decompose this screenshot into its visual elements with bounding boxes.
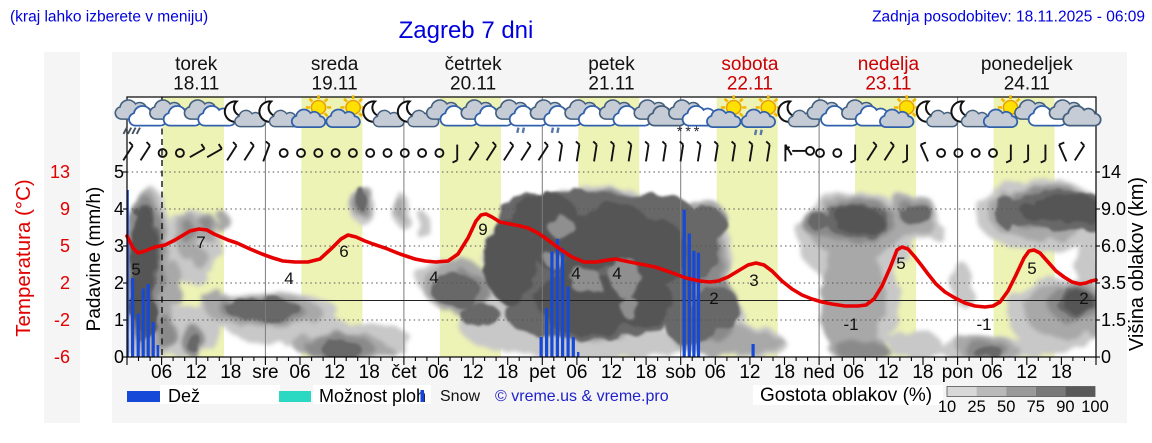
svg-text:2: 2 xyxy=(114,273,124,293)
svg-text:12: 12 xyxy=(739,362,760,383)
svg-text:3: 3 xyxy=(749,271,758,290)
svg-text:2: 2 xyxy=(1079,289,1088,308)
svg-text:nedelja: nedelja xyxy=(858,54,920,75)
svg-text:1: 1 xyxy=(114,310,124,330)
svg-text:06: 06 xyxy=(289,362,310,383)
svg-text:19.11: 19.11 xyxy=(312,74,358,95)
svg-text:10: 10 xyxy=(938,398,956,416)
svg-text:0: 0 xyxy=(114,347,124,367)
svg-text:9: 9 xyxy=(478,220,487,239)
svg-text:06: 06 xyxy=(843,362,864,383)
svg-text:3.5: 3.5 xyxy=(1101,273,1126,293)
svg-text:Višina oblakov (km): Višina oblakov (km) xyxy=(1126,177,1148,351)
svg-text:Možnost ploh: Možnost ploh xyxy=(319,386,426,406)
svg-text:18: 18 xyxy=(220,362,241,383)
svg-text:4: 4 xyxy=(612,264,621,283)
svg-text:9.0: 9.0 xyxy=(1101,199,1126,219)
svg-text:25: 25 xyxy=(967,398,985,416)
svg-text:5: 5 xyxy=(114,162,124,182)
svg-text:pet: pet xyxy=(529,362,556,383)
svg-text:7: 7 xyxy=(196,233,205,252)
svg-text:12: 12 xyxy=(463,362,484,383)
svg-text:3: 3 xyxy=(114,236,124,256)
svg-text:-2: -2 xyxy=(54,310,70,330)
svg-text:06: 06 xyxy=(566,362,587,383)
svg-text:20.11: 20.11 xyxy=(450,74,496,95)
svg-text:75: 75 xyxy=(1027,398,1045,416)
svg-text:18: 18 xyxy=(774,362,795,383)
svg-text:50: 50 xyxy=(997,398,1015,416)
svg-text:sre: sre xyxy=(252,362,278,383)
svg-text:18: 18 xyxy=(359,362,380,383)
svg-text:Dež: Dež xyxy=(168,386,200,406)
svg-text:sreda: sreda xyxy=(311,54,359,75)
svg-text:12: 12 xyxy=(878,362,899,383)
svg-text:13: 13 xyxy=(50,162,70,182)
svg-text:18: 18 xyxy=(636,362,657,383)
svg-text:4: 4 xyxy=(114,199,124,219)
svg-text:5: 5 xyxy=(131,260,140,279)
svg-text:Padavine (mm/h): Padavine (mm/h) xyxy=(84,187,105,332)
svg-text:18: 18 xyxy=(497,362,518,383)
svg-text:06: 06 xyxy=(982,362,1003,383)
svg-text:22.11: 22.11 xyxy=(727,74,773,95)
svg-text:sobota: sobota xyxy=(721,54,778,75)
svg-text:Gostota oblakov (%): Gostota oblakov (%) xyxy=(760,385,932,406)
svg-text:23.11: 23.11 xyxy=(865,74,911,95)
svg-text:ned: ned xyxy=(803,362,835,383)
svg-text:6: 6 xyxy=(339,242,348,261)
svg-text:Temperatura (°C): Temperatura (°C) xyxy=(12,179,35,336)
svg-text:12: 12 xyxy=(324,362,345,383)
svg-text:5: 5 xyxy=(896,254,905,273)
svg-text:21.11: 21.11 xyxy=(588,74,634,95)
svg-text:Zagreb 7 dni: Zagreb 7 dni xyxy=(399,17,534,44)
svg-text:14: 14 xyxy=(1101,162,1121,182)
svg-text:-1: -1 xyxy=(843,315,858,334)
svg-text:2: 2 xyxy=(709,289,718,308)
svg-text:© vreme.us & vreme.pro: © vreme.us & vreme.pro xyxy=(495,388,669,405)
svg-text:4: 4 xyxy=(429,268,438,287)
svg-text:12: 12 xyxy=(1016,362,1037,383)
svg-text:Zadnja posodobitev: 18.11.2025: Zadnja posodobitev: 18.11.2025 - 06:09 xyxy=(872,9,1145,26)
svg-text:18: 18 xyxy=(912,362,933,383)
svg-text:06: 06 xyxy=(151,362,172,383)
svg-text:-1: -1 xyxy=(976,315,991,334)
svg-text:4: 4 xyxy=(571,264,580,283)
svg-text:24.11: 24.11 xyxy=(1004,74,1050,95)
svg-text:2: 2 xyxy=(60,273,70,293)
svg-text:5: 5 xyxy=(60,236,70,256)
svg-text:4: 4 xyxy=(284,269,293,288)
svg-text:12: 12 xyxy=(186,362,207,383)
svg-text:pon: pon xyxy=(942,362,974,383)
svg-text:-6: -6 xyxy=(54,347,70,367)
svg-text:čet: čet xyxy=(391,362,417,383)
svg-text:18: 18 xyxy=(1051,362,1072,383)
svg-text:petek: petek xyxy=(588,54,635,75)
svg-text:0: 0 xyxy=(1101,347,1111,367)
svg-text:12: 12 xyxy=(601,362,622,383)
svg-text:Snow: Snow xyxy=(440,388,480,405)
svg-text:* * *: * * * xyxy=(677,123,700,139)
svg-text:18.11: 18.11 xyxy=(173,74,219,95)
svg-text:1.5: 1.5 xyxy=(1101,310,1126,330)
svg-text:5: 5 xyxy=(1027,259,1036,278)
svg-text:90: 90 xyxy=(1056,398,1074,416)
svg-text:6.0: 6.0 xyxy=(1101,236,1126,256)
svg-text:(kraj lahko izberete v meniju): (kraj lahko izberete v meniju) xyxy=(10,9,208,26)
svg-text:06: 06 xyxy=(428,362,449,383)
svg-text:torek: torek xyxy=(175,54,218,75)
svg-text:100: 100 xyxy=(1081,398,1109,416)
svg-text:06: 06 xyxy=(705,362,726,383)
svg-text:sob: sob xyxy=(665,362,696,383)
svg-text:ponedeljek: ponedeljek xyxy=(981,54,1073,75)
svg-text:9: 9 xyxy=(60,199,70,219)
svg-text:četrtek: četrtek xyxy=(445,54,503,75)
